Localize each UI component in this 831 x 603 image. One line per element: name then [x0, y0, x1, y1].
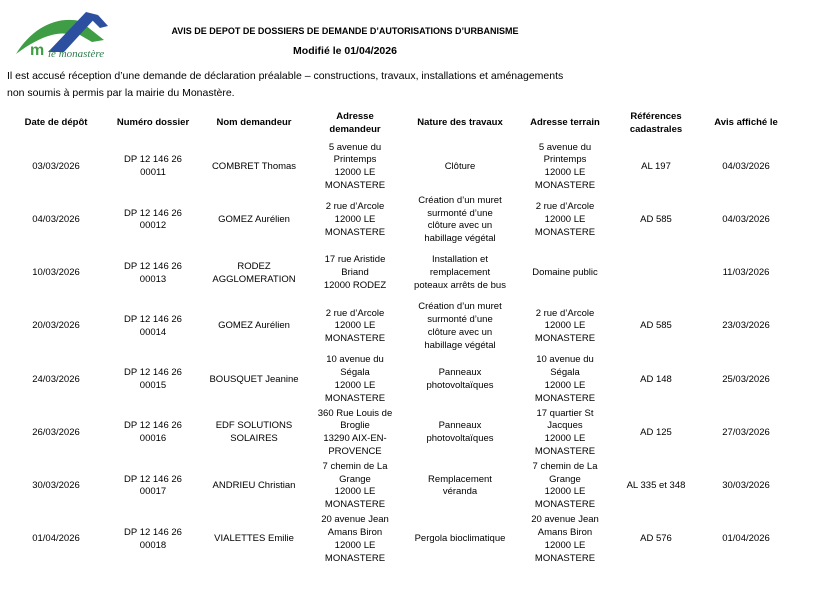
table-cell: 11/03/2026 — [722, 267, 770, 279]
le-monastere-logo-icon: m le monastère — [16, 12, 108, 60]
table-cell: 04/03/2026 — [722, 214, 770, 226]
table-cell: Domaine public — [532, 267, 598, 279]
table-cell — [613, 247, 699, 300]
table-cell: Remplacement véranda — [428, 473, 492, 498]
table-cell: 01/04/2026 — [32, 533, 80, 545]
table-cell: 7 chemin de La Grange 12000 LE MONASTERE — [532, 460, 598, 511]
table-cell: DP 12 146 26 00013 — [124, 260, 182, 285]
table-cell: 2 rue d’Arcole 12000 LE MONASTERE — [324, 201, 386, 238]
column-header: Avis affiché le — [714, 117, 778, 129]
table-cell: GOMEZ Aurélien — [218, 214, 290, 226]
table-row: 24/03/2026 DP 12 146 26 00015 BOUSQUET Jea… — [7, 353, 793, 406]
table-cell: GOMEZ Aurélien — [218, 320, 290, 332]
table-cell: 5 avenue du Printemps 12000 LE MONASTERE — [534, 141, 596, 192]
table-cell: AD 585 — [640, 320, 672, 332]
table-cell: 26/03/2026 — [32, 426, 80, 438]
table-cell: COMBRET Thomas — [211, 160, 297, 172]
column-header: Date de dépôt — [24, 117, 88, 129]
logo-script-text: le monastère — [48, 48, 104, 60]
table-row: 01/04/2026 DP 12 146 26 00018 VIALETTES Em… — [7, 513, 793, 566]
column-header: Adresse demandeur — [329, 110, 381, 135]
table-cell: AL 335 et 348 — [626, 480, 686, 492]
table-cell: Panneaux photovoltaïques — [426, 420, 494, 445]
table-cell: DP 12 146 26 00012 — [124, 207, 182, 232]
table-cell: VIALETTES Emilie — [214, 533, 294, 545]
table-cell: AD 125 — [640, 426, 672, 438]
table-cell: 27/03/2026 — [722, 426, 770, 438]
table-cell: DP 12 146 26 00018 — [124, 526, 182, 551]
table-cell: Création d’un muret surmonté d’une clôtu… — [418, 194, 502, 245]
table-head: Date de dépôt Numéro dossier Nom demandeur… — [7, 107, 793, 141]
table-cell: DP 12 146 26 00015 — [124, 367, 182, 391]
title-block: AVIS DE DEPOT DE DOSSIERS DE DEMANDE D’A… — [0, 26, 690, 57]
table-cell: 2 rue d’Arcole 12000 LE MONASTERE — [534, 201, 596, 238]
table-cell: Clôture — [444, 160, 476, 172]
table-cell: 04/03/2026 — [32, 214, 80, 226]
table-cell: EDF SOLUTIONS SOLAIRES — [215, 420, 293, 445]
table-cell: 7 chemin de La Grange 12000 LE MONASTERE — [322, 460, 388, 511]
table-cell: 5 avenue du Printemps 12000 LE MONASTERE — [324, 141, 386, 192]
table-cell: DP 12 146 26 00017 — [124, 473, 182, 498]
table-row: 04/03/2026 DP 12 146 26 00012 GOMEZ Auréli… — [7, 194, 793, 247]
table-cell: 25/03/2026 — [722, 373, 770, 385]
column-header: Références cadastrales — [629, 110, 683, 135]
intro-paragraph: Il est accusé réception d’une demande de… — [7, 68, 831, 102]
table-cell: BOUSQUET Jeanine — [209, 373, 299, 385]
table-cell: AL 197 — [641, 160, 671, 172]
table-row: 03/03/2026 DP 12 146 26 00011 COMBRET Thom… — [7, 141, 793, 194]
table-cell: 01/04/2026 — [722, 533, 770, 545]
table-row: 26/03/2026 DP 12 146 26 00016 EDF SOLUTION… — [7, 407, 793, 460]
table-row: 10/03/2026 DP 12 146 26 00013 RODEZ AGGLOM… — [7, 247, 793, 300]
table-cell: 2 rue d’Arcole 12000 LE MONASTERE — [534, 307, 596, 345]
svg-text:m: m — [30, 42, 44, 59]
table-cell: 30/03/2026 — [722, 480, 770, 492]
table-cell: DP 12 146 26 00014 — [124, 313, 182, 338]
table-cell: 2 rue d’Arcole 12000 LE MONASTERE — [324, 307, 386, 345]
column-header: Nom demandeur — [216, 117, 292, 129]
column-header: Nature des travaux — [417, 117, 503, 129]
table-header-row: Date de dépôt Numéro dossier Nom demandeur… — [7, 107, 793, 141]
table-cell: ANDRIEU Christian — [212, 480, 296, 492]
table-cell: DP 12 146 26 00016 — [124, 420, 182, 445]
table-cell: Panneaux photovoltaïques — [426, 367, 494, 391]
table-cell: AD 585 — [640, 214, 672, 226]
le-monastere-logo: m le monastère — [12, 8, 138, 64]
table-cell: AD 576 — [640, 533, 672, 545]
table-row: 20/03/2026 DP 12 146 26 00014 GOMEZ Auréli… — [7, 300, 793, 353]
table-cell: 10 avenue du Ségala 12000 LE MONASTERE — [534, 354, 596, 404]
table-cell: 10 avenue du Ségala 12000 LE MONASTERE — [324, 354, 386, 404]
table-cell: 20 avenue Jean Amans Biron 12000 LE MONA… — [321, 514, 389, 564]
table-cell: 20 avenue Jean Amans Biron 12000 LE MONA… — [531, 514, 599, 564]
intro-line-1: Il est accusé réception d’une demande de… — [7, 70, 564, 82]
table-cell: 17 rue Aristide Briand 12000 RODEZ — [323, 254, 387, 291]
table-cell: AD 148 — [640, 373, 672, 385]
table-cell: 03/03/2026 — [32, 160, 80, 172]
table-cell: 360 Rue Louis de Broglie 13290 AIX-EN- P… — [317, 407, 393, 458]
table-cell: 30/03/2026 — [32, 480, 80, 492]
table-cell: 04/03/2026 — [722, 160, 770, 172]
column-header: Adresse terrain — [530, 117, 600, 129]
modified-date: Modifié le 01/04/2026 — [293, 45, 397, 57]
intro-line-2: non soumis à permis par la mairie du Mon… — [7, 86, 235, 99]
column-header: Numéro dossier — [116, 117, 190, 129]
document-header: m le monastère AVIS DE DEPOT DE DOSSIERS… — [0, 0, 831, 60]
table-cell: DP 12 146 26 00011 — [124, 154, 182, 179]
table-cell: Pergola bioclimatique — [414, 533, 506, 545]
table-cell: Création d’un muret surmonté d’une clôtu… — [418, 301, 502, 351]
table-cell: 20/03/2026 — [32, 320, 80, 332]
table-row: 30/03/2026 DP 12 146 26 00017 ANDRIEU Chri… — [7, 460, 793, 513]
table-body: 03/03/2026 DP 12 146 26 00011 COMBRET Thom… — [7, 141, 793, 567]
table-cell: Installation et remplacement poteaux arr… — [414, 254, 506, 291]
table-cell: 24/03/2026 — [32, 373, 80, 385]
depot-table: Date de dépôt Numéro dossier Nom demandeur… — [7, 107, 793, 567]
table-cell: 23/03/2026 — [722, 320, 770, 332]
table-cell: 17 quartier St Jacques 12000 LE MONASTER… — [534, 407, 596, 458]
table-cell: RODEZ AGGLOMERATION — [212, 260, 296, 285]
table-cell: 10/03/2026 — [32, 267, 80, 279]
document-title: AVIS DE DEPOT DE DOSSIERS DE DEMANDE D’A… — [171, 26, 519, 36]
